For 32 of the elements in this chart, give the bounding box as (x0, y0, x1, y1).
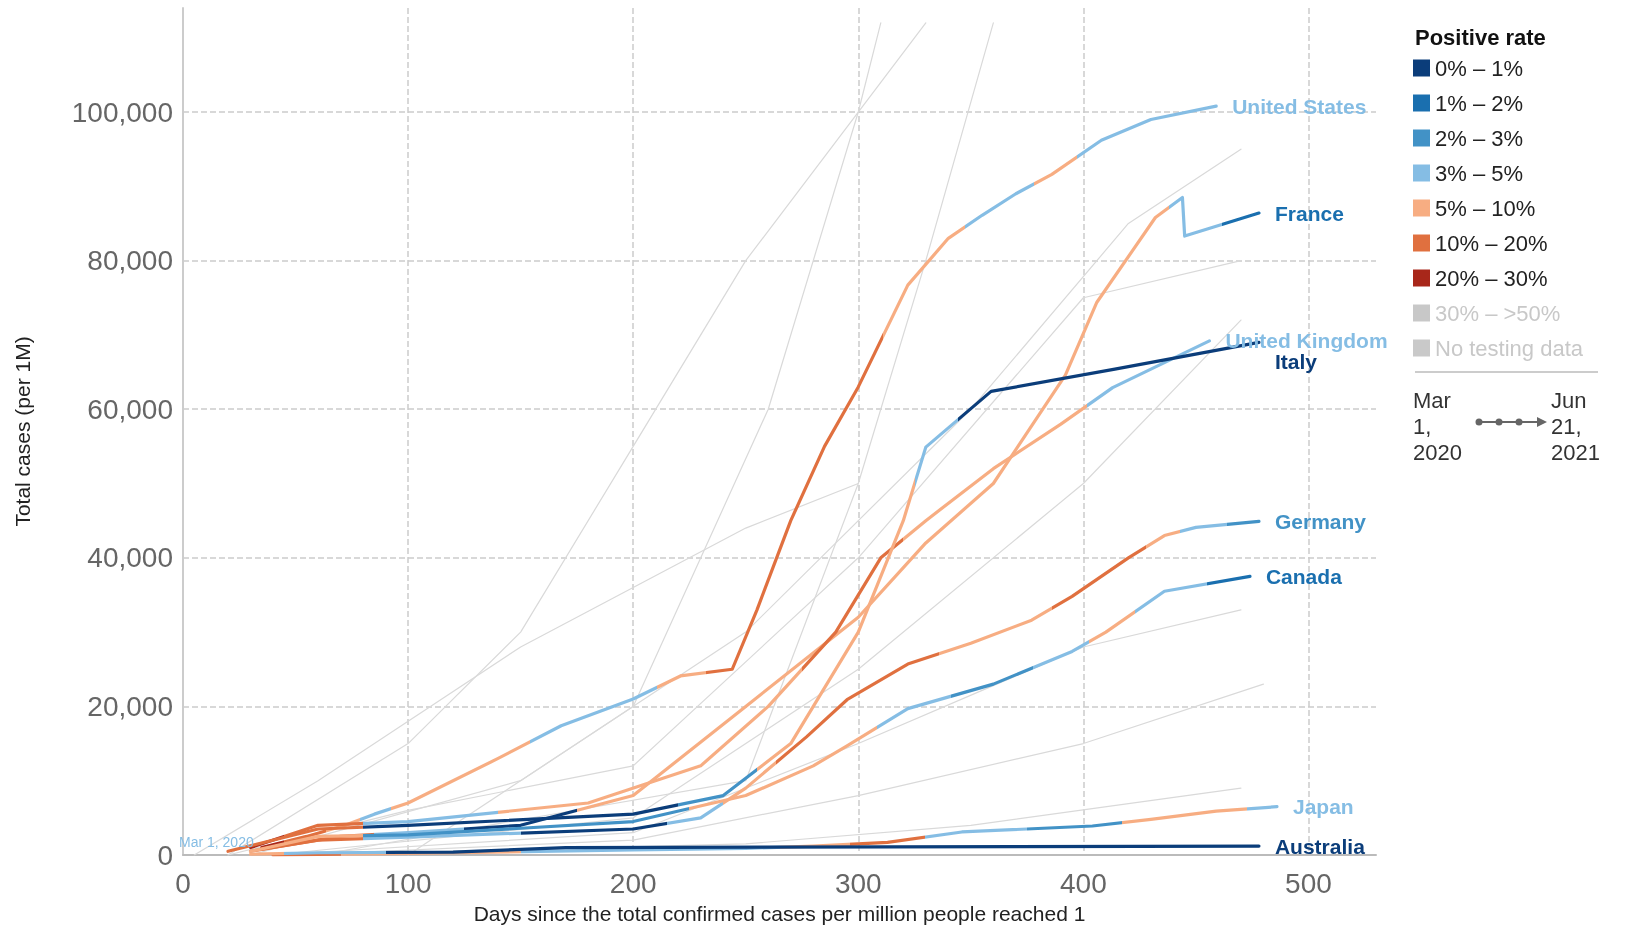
legend-label: 5% – 10% (1435, 195, 1536, 221)
y-axis-title: Total cases (per 1M) (11, 336, 34, 527)
legend-label: 3% – 5% (1435, 160, 1524, 186)
y-tick-label: 100,000 (71, 96, 173, 128)
text: Jun 21, 2021 (1551, 388, 1601, 466)
series-label: Italy (1274, 350, 1318, 374)
y-tick-label: 20,000 (87, 690, 173, 722)
x-tick-label: 300 (834, 867, 882, 899)
x-tick-label: 100 (384, 867, 432, 899)
series-label: Canada (1265, 564, 1343, 588)
series-label: Australia (1274, 834, 1366, 858)
legend-label: 1% – 2% (1435, 90, 1524, 116)
legend-label: 0% – 1% (1435, 55, 1524, 81)
series-label: Germany (1274, 509, 1367, 533)
legend-label: 10% – 20% (1435, 230, 1548, 256)
x-tick-label: 200 (609, 867, 657, 899)
x-tick-label: 400 (1060, 867, 1107, 899)
series-label: Japan (1292, 795, 1354, 819)
x-tick-label: 500 (1285, 867, 1332, 899)
legend-label: 2% – 3% (1435, 125, 1524, 151)
y-tick-label: 40,000 (87, 542, 173, 574)
x-axis-title: Days since the total confirmed cases per million people reached 1 (473, 902, 1086, 925)
y-tick-label: 0 (157, 839, 173, 871)
annotation: Mar 1, 2020 (179, 834, 254, 850)
legend-label: 20% – 30% (1435, 265, 1548, 291)
y-tick-label: 80,000 (87, 245, 173, 277)
series-label: United States (1232, 94, 1367, 118)
legend-title: Positive rate (1415, 24, 1546, 50)
y-tick-label: 60,000 (87, 393, 173, 425)
text: Mar 1, 2020 (1413, 388, 1463, 466)
series-label: United Kingdom (1225, 329, 1388, 353)
series-label: France (1274, 201, 1344, 225)
